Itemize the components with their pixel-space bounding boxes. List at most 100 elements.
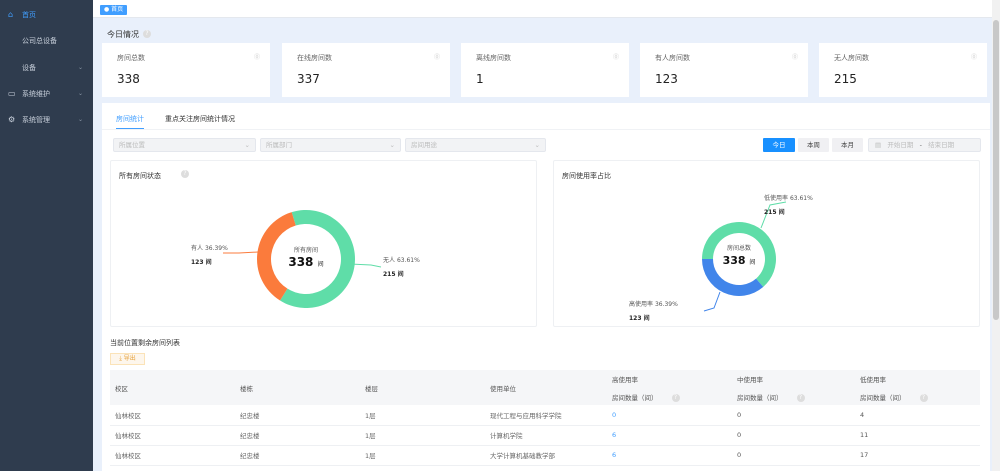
room-status-chart-card: 所有房间状态 ? 有人 36.39% 123 间 无人 63.61% 215 间 所… (110, 160, 537, 327)
col-low-usage: 低使用率 房间数量（间）? (855, 370, 980, 405)
info-icon: ⓪ (791, 54, 798, 61)
donut-slice-0[interactable] (280, 210, 355, 308)
table-cell: 0 (607, 405, 732, 426)
chevron-down-icon: ⌄ (389, 141, 395, 149)
department-select[interactable]: 所属部门 ⌄ (260, 138, 401, 152)
table-cell: 4 (855, 405, 980, 426)
chart-title: 房间使用率占比 (562, 172, 611, 180)
sidebar-item-company-devices[interactable]: 公司总设备 (22, 37, 57, 45)
export-button[interactable]: ⤓ 导出 (110, 353, 145, 365)
stat-card-empty: 无人房间数 ⓪ 215 (819, 43, 987, 97)
table-cell: 大学计算机基础教学部 (485, 445, 607, 466)
chevron-down-icon: ⌄ (77, 64, 83, 71)
slice-label-occupied: 有人 36.39% 123 间 (191, 245, 228, 266)
donut-center-label: 所有房间 (293, 247, 318, 254)
home-icon: ⌂ (8, 10, 14, 19)
info-icon: ⓪ (433, 54, 440, 61)
col-campus: 校区 (110, 370, 235, 405)
table-cell: 仙林校区 (110, 445, 235, 466)
sidebar-item-maintenance[interactable]: ▭ 系统维护 ⌄ (0, 84, 93, 104)
overview-title: 今日情况 (107, 30, 139, 39)
date-range-picker[interactable]: ▤ 开始日期 - 结束日期 (868, 138, 981, 152)
label-leader-line (349, 263, 382, 268)
tab-key-rooms[interactable]: 重点关注房间统计情况 (165, 115, 235, 123)
table-cell: 纪忠楼 (235, 425, 360, 446)
label-leader-line (223, 251, 259, 254)
chevron-down-icon: ⌄ (534, 141, 540, 149)
slice-label-empty: 无人 63.61% 215 间 (383, 257, 420, 278)
slice-label-low-usage: 低使用率 63.61% 215 间 (764, 195, 813, 216)
slice-label-high-usage: 高使用率 36.39% 123 间 (629, 301, 678, 322)
label-leader-line (703, 291, 721, 312)
scrollbar[interactable] (992, 0, 1000, 471)
table-cell: 仙林校区 (110, 405, 235, 426)
stat-card-offline: 离线房间数 ⓪ 1 (461, 43, 629, 97)
gear-icon: ⚙ (8, 115, 16, 124)
breadcrumb-tag-home[interactable]: ● 首页 (100, 5, 128, 15)
col-high-usage: 高使用率 房间数量（间）? (607, 370, 732, 405)
location-select[interactable]: 所属位置 ⌄ (113, 138, 256, 152)
table-cell: 计算机学院 (485, 425, 607, 446)
room-status-donut (223, 210, 382, 308)
calendar-icon: ▤ (875, 141, 882, 149)
week-button[interactable]: 本周 (798, 138, 829, 152)
table-cell: 纪忠楼 (235, 445, 360, 466)
donut-slice-1[interactable] (257, 212, 296, 301)
table-cell: 0 (732, 425, 855, 446)
table-row: 仙林校区 纪忠楼 1层 计算机学院 6 0 11 (110, 425, 980, 446)
usage-select[interactable]: 房间用途 ⌄ (405, 138, 546, 152)
download-icon: ⤓ (119, 355, 122, 362)
col-unit: 使用单位 (485, 370, 607, 405)
table-cell: 17 (855, 445, 980, 466)
donut-slice-0[interactable] (702, 222, 776, 287)
stat-card-total: 房间总数 ⓪ 338 (102, 43, 270, 97)
stat-card-online: 在线房间数 ⓪ 337 (282, 43, 450, 97)
table-row: 仙林校区 纪忠楼 1层 大学计算机基础教学部 6 0 17 (110, 445, 980, 466)
tab-divider (102, 129, 990, 130)
sidebar-item-devices[interactable]: 设备 ⌄ (0, 58, 93, 78)
donut-center-value: 338 间 (722, 254, 756, 267)
chevron-down-icon: ⌄ (244, 141, 250, 149)
sidebar-item-system-admin[interactable]: ⚙ 系统管理 ⌄ (0, 110, 93, 130)
help-icon[interactable]: ? (181, 170, 189, 178)
sidebar: ⌂ 首页 公司总设备 设备 ⌄ ▭ 系统维护 ⌄ ⚙ 系统管理 ⌄ (0, 0, 93, 471)
chart-title: 所有房间状态 (119, 172, 161, 180)
stat-card-occupied: 有人房间数 ⓪ 123 (640, 43, 808, 97)
table-cell: 0 (732, 445, 855, 466)
table-cell: 现代工程与应用科学学院 (485, 405, 607, 426)
help-icon[interactable]: ? (143, 30, 151, 38)
table-cell: 1层 (360, 425, 485, 446)
sidebar-item-home[interactable]: ⌂ 首页 (0, 5, 93, 25)
table-cell: 6 (607, 425, 732, 446)
table-cell: 1层 (360, 405, 485, 426)
usage-rate-donut (702, 201, 787, 312)
table-cell: 纪忠楼 (235, 405, 360, 426)
donut-center-label: 房间总数 (726, 245, 751, 252)
table-cell: 1层 (360, 445, 485, 466)
help-icon[interactable]: ? (796, 393, 805, 402)
table-header-row: 校区 楼栋 楼层 使用单位 高使用率 房间数量（间）? 中使用率 房间数量（间）? … (110, 370, 980, 405)
info-icon: ⓪ (253, 54, 260, 61)
help-icon[interactable]: ? (919, 393, 928, 402)
chevron-down-icon: ⌄ (77, 116, 83, 123)
usage-rate-chart-card: 房间使用率占比 低使用率 63.61% 215 间 高使用率 36.39% 123 … (553, 160, 980, 327)
scrollbar-thumb[interactable] (993, 20, 999, 320)
donut-slice-1[interactable] (702, 259, 764, 296)
table-cell: 11 (855, 425, 980, 446)
table-cell: 6 (607, 445, 732, 466)
table-title: 当前位置剩余房间列表 (110, 339, 180, 347)
chevron-down-icon: ⌄ (77, 90, 83, 97)
col-floor: 楼层 (360, 370, 485, 405)
col-building: 楼栋 (235, 370, 360, 405)
info-icon: ⓪ (612, 54, 619, 61)
donut-center-value: 338 间 (288, 255, 324, 269)
tab-room-stats[interactable]: 房间统计 (116, 114, 144, 129)
room-table: 校区 楼栋 楼层 使用单位 高使用率 房间数量（间）? 中使用率 房间数量（间）? … (110, 370, 980, 466)
month-button[interactable]: 本月 (832, 138, 863, 152)
col-mid-usage: 中使用率 房间数量（间）? (732, 370, 855, 405)
table-cell: 0 (732, 405, 855, 426)
today-button[interactable]: 今日 (763, 138, 795, 152)
help-icon[interactable]: ? (671, 393, 680, 402)
label-leader-line (760, 201, 787, 229)
table-cell: 仙林校区 (110, 425, 235, 446)
